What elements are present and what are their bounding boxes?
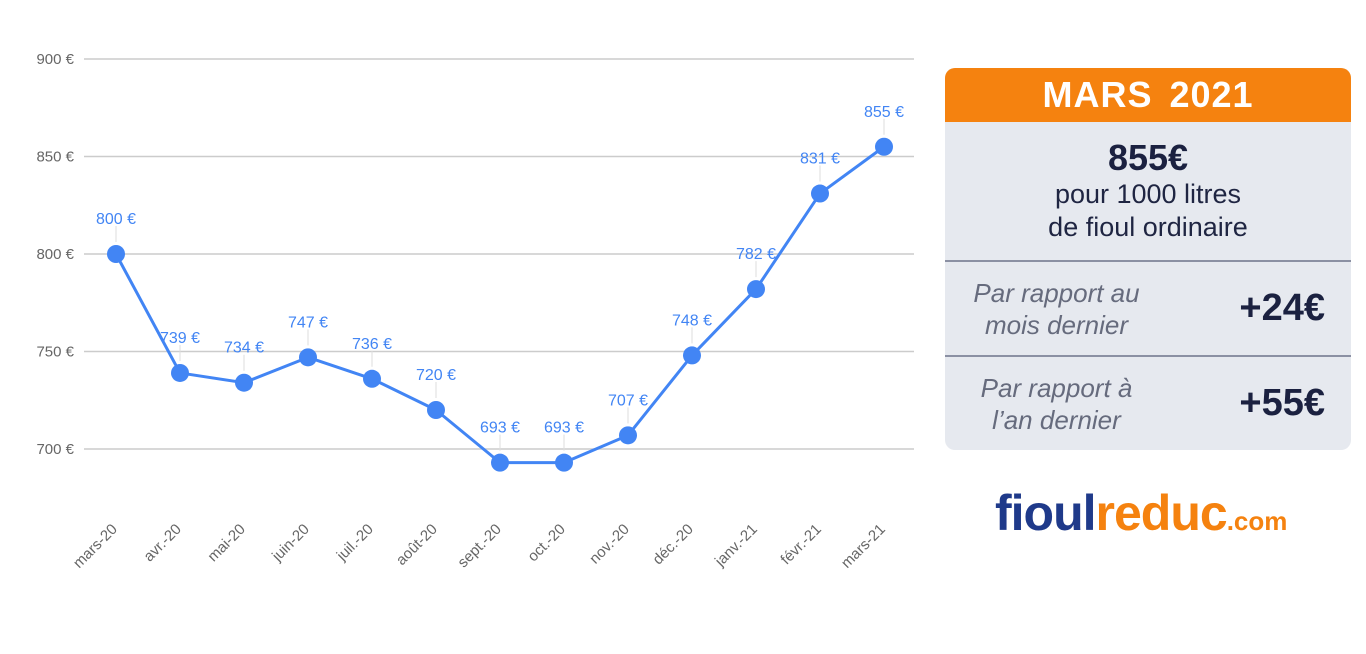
data-label: 800 € [96,211,136,228]
data-label: 831 € [800,151,840,168]
x-tick-label: déc.-20 [649,521,696,568]
x-tick-label: mars-20 [70,521,121,572]
x-tick-label: mai-20 [204,521,248,565]
data-point [875,137,893,156]
fioulreduc-logo: fioulreduc.com [995,484,1287,542]
data-point [619,426,637,445]
current-price-block: 855€ pour 1000 litres de fioul ordinaire [945,122,1351,262]
logo-part-com: .com [1226,506,1288,536]
data-labels: 800 € 739 € 734 € 747 € 736 € 720 € 693 € 693 €… [96,104,904,451]
data-point [747,280,765,299]
data-point [811,184,829,203]
compare-last-month-label-line-1: Par rapport au [973,277,1140,308]
data-point [171,363,189,382]
data-point [683,346,701,365]
logo-part-fioul: fioul [995,485,1097,541]
y-axis-ticks: 700 € 750 € 800 € 850 € 900 € [36,51,74,458]
data-label: 720 € [416,367,456,384]
y-tick-label: 800 € [36,246,74,263]
price-unit-line-2: de fioul ordinaire [1048,212,1248,242]
x-tick-label: sept.-20 [454,521,504,571]
x-tick-label: nov.-20 [586,521,633,568]
price-unit-line-1: pour 1000 litres [1054,179,1242,209]
data-label: 747 € [288,314,328,331]
x-axis-ticks: mars-20 avr.-20 mai-20 juin-20 juil.-20 août-… [70,521,889,572]
current-price: 855€ [1107,137,1189,178]
data-point [235,373,253,392]
price-summary-panel: MARS 2021 855€ pour 1000 litres de fioul… [945,68,1351,450]
data-label: 707 € [608,392,648,409]
data-label: 855 € [864,104,904,121]
x-tick-label: avr.-20 [140,521,184,565]
compare-last-month-row: Par rapport au mois dernier +24€ [945,262,1351,357]
x-tick-label: août-20 [393,521,441,569]
x-tick-label: oct.-20 [524,521,568,565]
data-point [363,369,381,388]
logo-part-reduc: reduc [1095,485,1228,541]
x-tick-label: juin-20 [268,521,313,566]
panel-month-header: MARS 2021 [945,68,1351,122]
y-tick-label: 850 € [36,149,74,166]
data-label: 693 € [544,420,584,437]
x-tick-label: janv.-21 [711,521,761,571]
data-point [491,453,509,472]
data-label: 739 € [160,330,200,347]
series-line [114,145,885,465]
data-label: 734 € [224,340,264,357]
y-tick-label: 700 € [36,441,74,458]
data-point [427,401,445,419]
compare-last-month-label: Par rapport au mois dernier [945,277,1164,341]
data-point [299,348,317,367]
compare-last-year-label-line-1: Par rapport à [980,372,1133,403]
x-tick-label: févr.-21 [777,521,824,568]
price-line-chart: 700 € 750 € 800 € 850 € 900 € mars-20 avr.-20… [36,51,914,572]
compare-last-year-row: Par rapport à l’an dernier +55€ [945,357,1351,450]
data-point [555,453,573,472]
data-point [107,245,125,263]
data-label: 693 € [480,420,520,437]
x-tick-label: juil.-20 [333,521,377,565]
compare-last-year-value: +55€ [1239,382,1325,424]
y-tick-label: 750 € [36,344,74,361]
compare-last-month-label-line-2: mois dernier [984,309,1129,340]
compare-last-year-label-line-2: l’an dernier [992,404,1121,435]
data-label: 736 € [352,336,392,353]
y-tick-label: 900 € [36,51,74,68]
data-label: 748 € [672,312,712,329]
data-label: 782 € [736,246,776,263]
grid-lines [84,58,914,450]
x-tick-label: mars-21 [838,521,889,572]
series-line-group [114,145,885,465]
compare-last-month-value: +24€ [1239,287,1325,329]
compare-last-year-label: Par rapport à l’an dernier [945,372,1164,436]
data-points [107,137,893,472]
